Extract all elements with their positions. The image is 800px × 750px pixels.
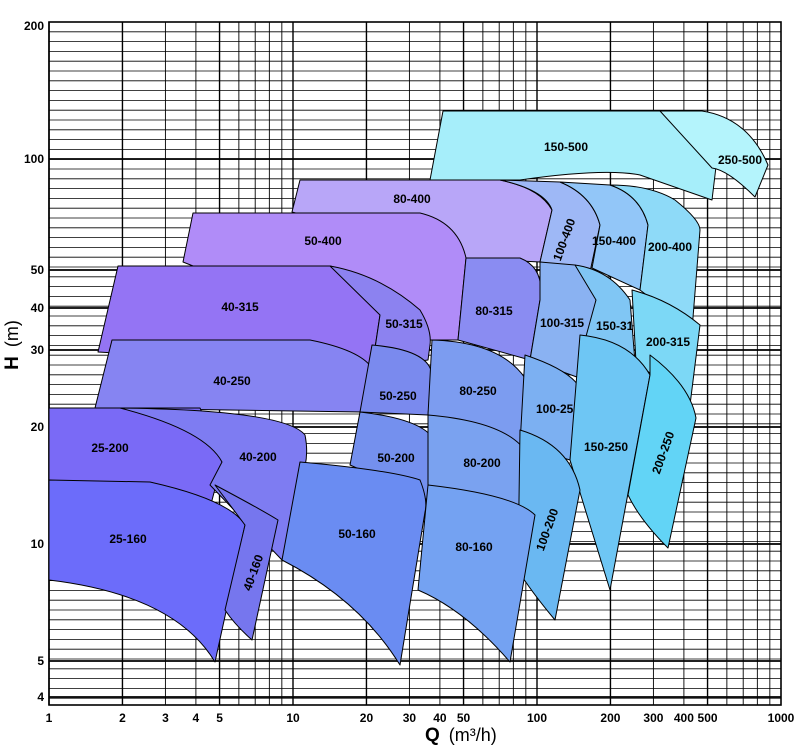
region-50-250-label: 50-250 (379, 389, 417, 403)
region-200-400-shape (609, 184, 701, 331)
region-25-160-shape (48, 479, 246, 663)
region-80-400-label: 80-400 (393, 192, 431, 206)
region-80-160-shape (417, 484, 536, 663)
region-80-200-label: 80-200 (463, 456, 501, 470)
x-tick-label: 3 (162, 711, 169, 725)
region-150-250-label: 150-250 (584, 440, 628, 454)
region-40-200-label: 40-200 (239, 450, 277, 464)
region-200-315-label: 200-315 (646, 335, 690, 349)
region-250-500-shape (659, 110, 769, 198)
y-tick-label: 100 (24, 152, 44, 166)
region-50-400-label: 50-400 (304, 234, 342, 248)
x-tick-label: 5 (216, 711, 223, 725)
x-tick-label: 2 (119, 711, 126, 725)
x-tick-label: 100 (527, 711, 547, 725)
region-150-500-label: 150-500 (544, 140, 588, 154)
region-80-250-label: 80-250 (459, 384, 497, 398)
region-50-200-label: 50-200 (377, 451, 415, 465)
x-tick-label: 4 (193, 711, 200, 725)
region-200-250-shape (627, 354, 697, 549)
x-tick-label: 20 (360, 711, 374, 725)
y-axis-title-unit: (m) (2, 320, 22, 347)
x-tick-label: 40 (433, 711, 447, 725)
region-50-160-label: 50-160 (338, 527, 376, 541)
x-tick-label: 300 (643, 711, 663, 725)
y-tick-label: 5 (37, 654, 44, 668)
region-50-315-shape (329, 265, 431, 369)
region-80-160-label: 80-160 (455, 540, 493, 554)
region-100-250-label: 100-250 (536, 402, 580, 416)
region-40-250-label: 40-250 (213, 374, 251, 388)
region-40-315-label: 40-315 (221, 300, 259, 314)
x-axis-title-unit: (m³/h) (449, 725, 497, 745)
y-axis-title-main: H (2, 356, 23, 370)
region-150-315-label: 150-315 (596, 319, 640, 333)
y-tick-label: 30 (31, 343, 45, 357)
region-250-500-label: 250-500 (718, 153, 762, 167)
region-200-315-shape (631, 289, 701, 406)
x-tick-label: 200 (600, 711, 620, 725)
region-100-315-label: 100-315 (540, 316, 584, 330)
region-25-200-label: 25-200 (91, 441, 129, 455)
region-50-315-label: 50-315 (385, 317, 423, 331)
x-axis-ticks: 1 2 3 4 5 10 20 30 40 50 100 200 300 400 500 1000 (46, 711, 795, 725)
region-100-200-shape (517, 429, 581, 621)
region-25-160-label: 25-160 (109, 532, 147, 546)
y-tick-label: 4 (37, 690, 44, 704)
y-axis-ticks: 200 100 50 40 30 20 10 5 4 (24, 19, 44, 704)
y-tick-label: 20 (31, 420, 45, 434)
x-tick-label: 10 (286, 711, 300, 725)
region-80-315-label: 80-315 (475, 304, 513, 318)
y-axis-title: H (m) (2, 320, 23, 370)
x-tick-label: 1 (46, 711, 53, 725)
y-tick-label: 50 (31, 263, 45, 277)
y-tick-label: 200 (24, 19, 44, 33)
region-40-160-shape (214, 484, 279, 641)
x-axis-title-main: Q (425, 725, 440, 746)
x-tick-label: 400 (674, 711, 694, 725)
region-200-400-label: 200-400 (648, 240, 692, 254)
y-tick-label: 40 (31, 301, 45, 315)
x-axis-title: Q (m³/h) (425, 725, 497, 746)
region-150-400-label: 150-400 (592, 234, 636, 248)
y-tick-label: 10 (31, 537, 45, 551)
x-tick-label: 500 (698, 711, 718, 725)
x-tick-label: 50 (457, 711, 471, 725)
x-tick-label: 1000 (768, 711, 795, 725)
x-tick-label: 30 (403, 711, 417, 725)
